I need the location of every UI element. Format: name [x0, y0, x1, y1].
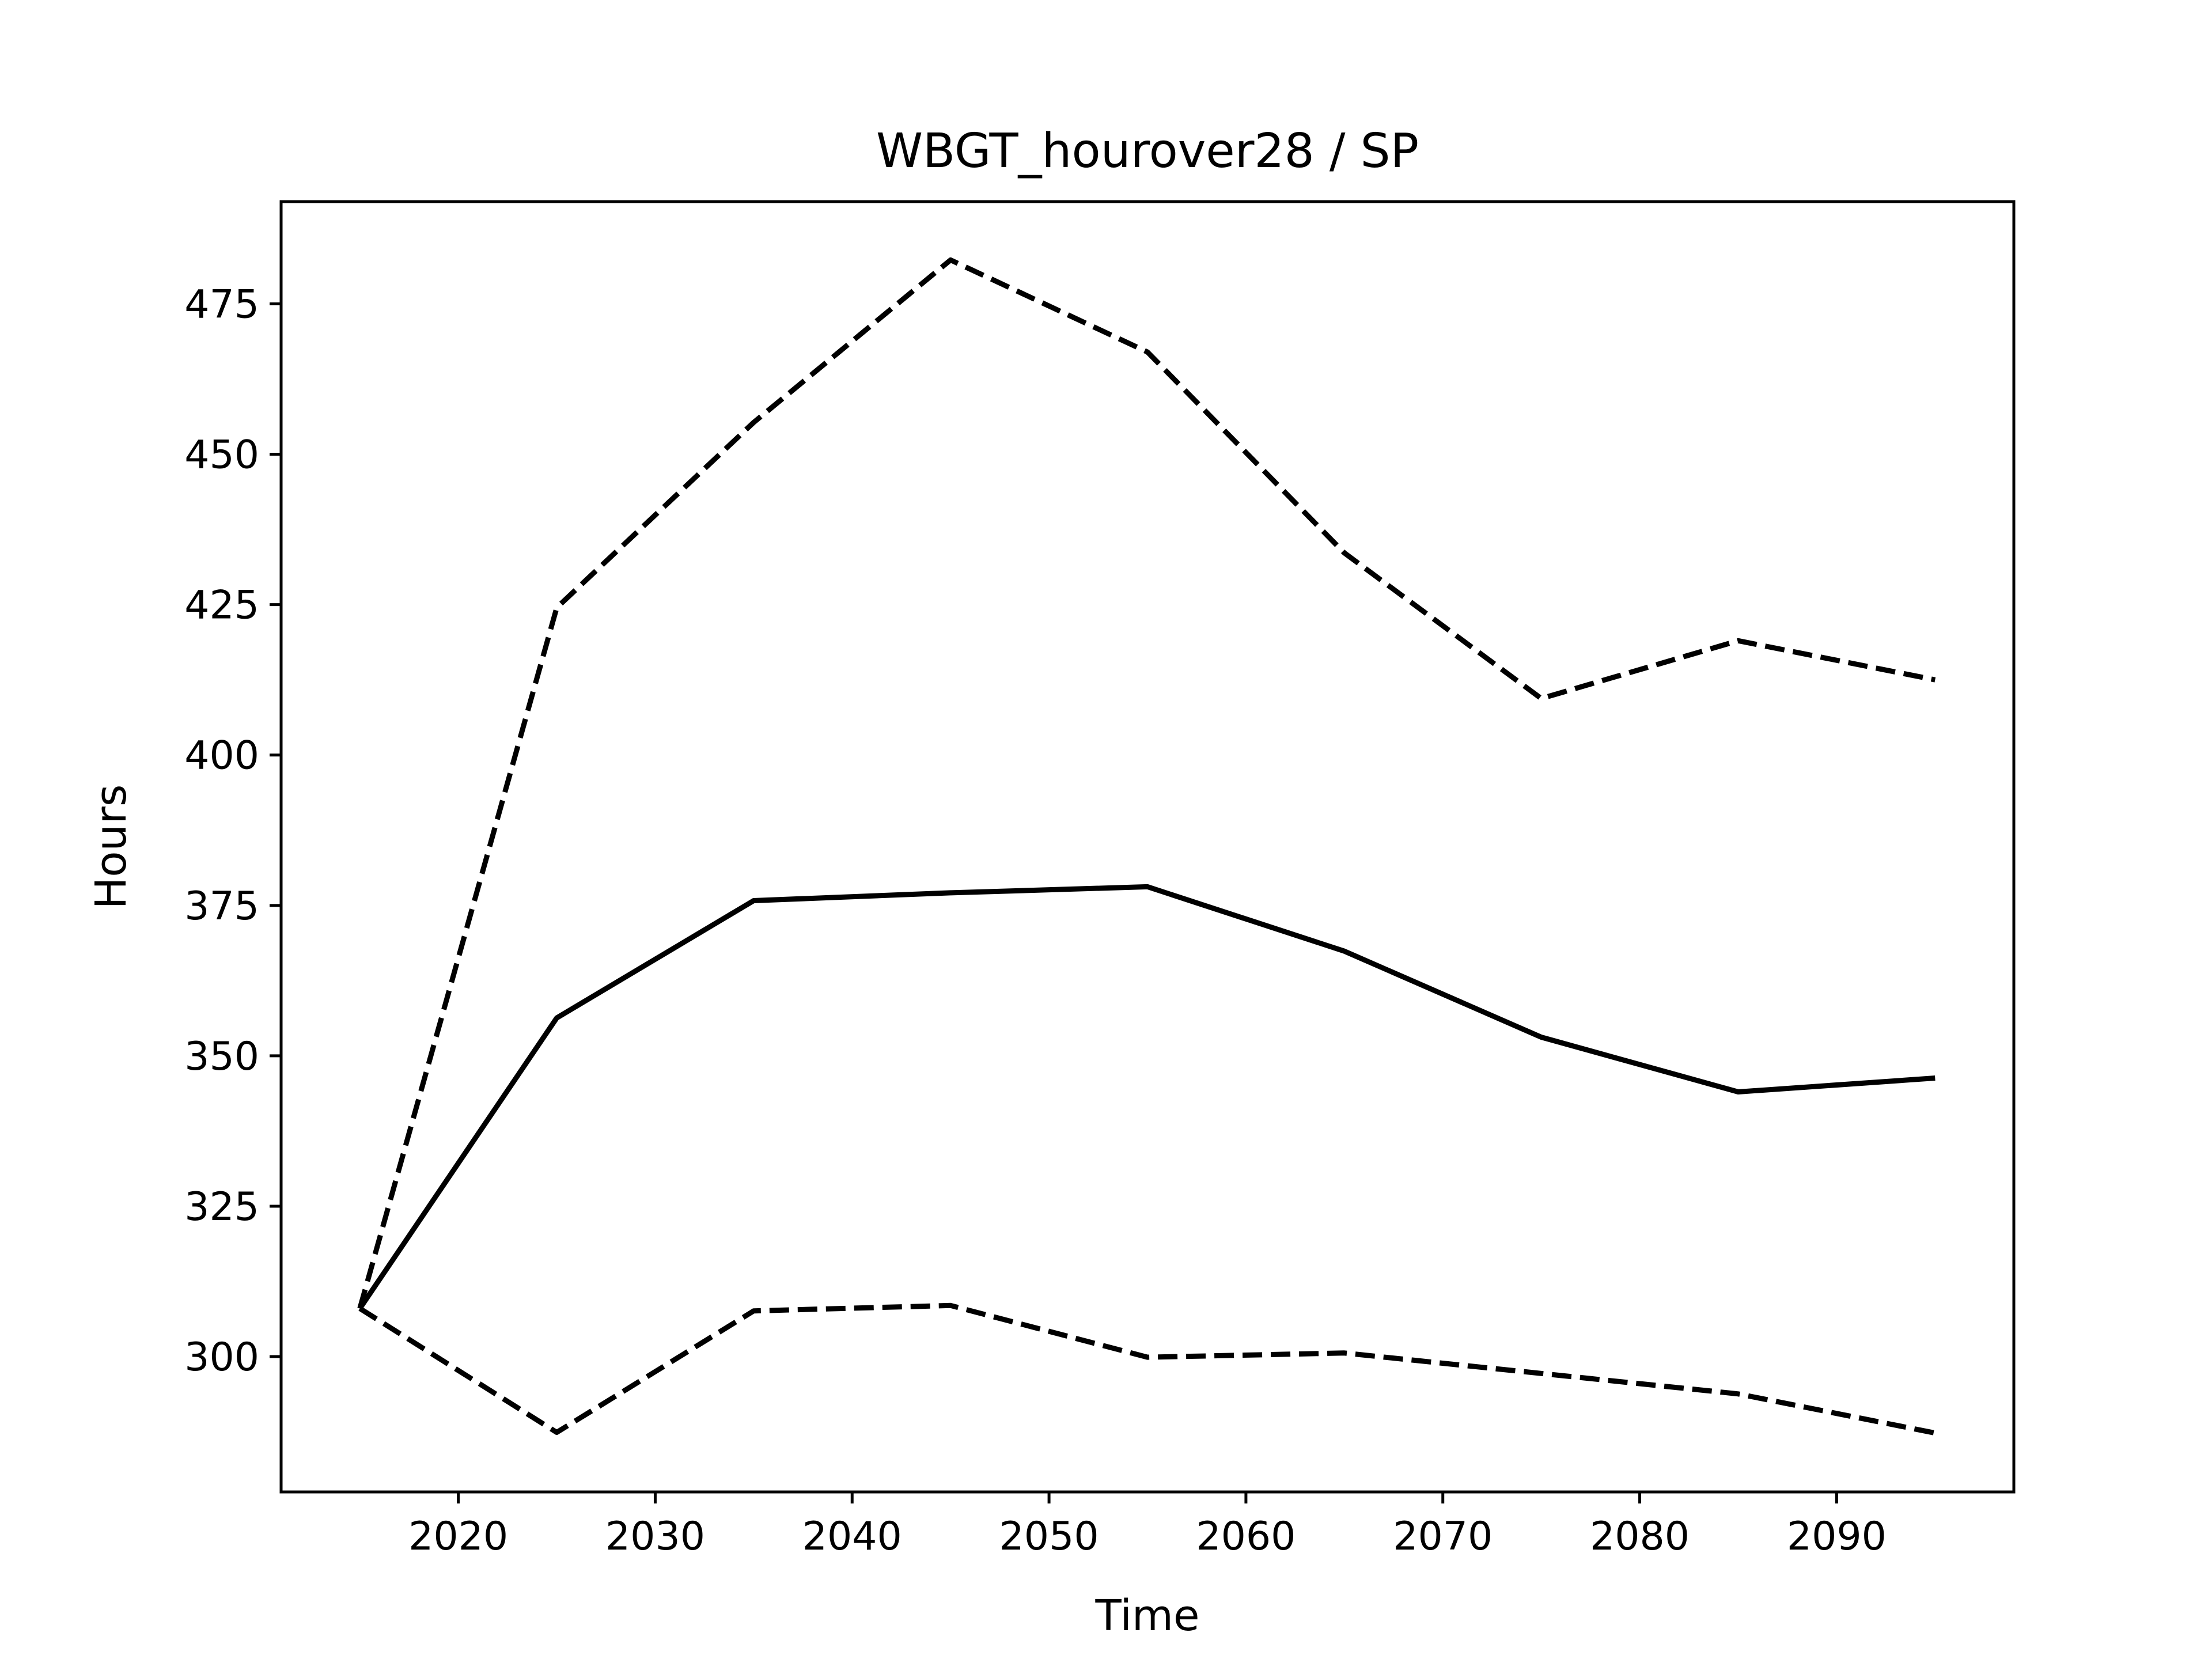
x-tick-label: 2020 — [408, 1514, 508, 1559]
y-axis-ticks: 300 325 350 375 400 425 450 475 — [184, 282, 281, 1380]
x-tick-label: 2060 — [1196, 1514, 1296, 1559]
x-tick-label: 2050 — [999, 1514, 1099, 1559]
x-tick-label: 2040 — [802, 1514, 902, 1559]
x-tick-label: 2080 — [1590, 1514, 1690, 1559]
series-line-3-dashed — [358, 1302, 1936, 1436]
y-tick-label: 450 — [184, 433, 259, 478]
y-tick-label: 350 — [184, 1034, 259, 1080]
x-tick-label: 2030 — [605, 1514, 705, 1559]
y-tick-label: 475 — [184, 282, 259, 328]
y-axis-label: Hours — [86, 785, 136, 910]
y-tick-label: 375 — [184, 884, 259, 929]
chart-title: WBGT_hourover28 / SP — [876, 124, 1419, 179]
x-tick-label: 2070 — [1393, 1514, 1493, 1559]
x-tick-label: 2090 — [1787, 1514, 1887, 1559]
y-tick-label: 325 — [184, 1184, 259, 1230]
plot-frame — [279, 200, 2016, 1494]
y-tick-label: 425 — [184, 583, 259, 628]
x-axis-ticks: 2020 2030 2040 2050 2060 2070 2080 2090 — [408, 1492, 1887, 1559]
y-tick-label: 300 — [184, 1335, 259, 1380]
series-line-2-dashed — [357, 257, 1936, 1309]
x-axis-label: Time — [1094, 1591, 1199, 1641]
series-layer — [357, 257, 1936, 1436]
y-tick-label: 400 — [184, 733, 259, 779]
series-line-1-solid — [357, 884, 1936, 1310]
